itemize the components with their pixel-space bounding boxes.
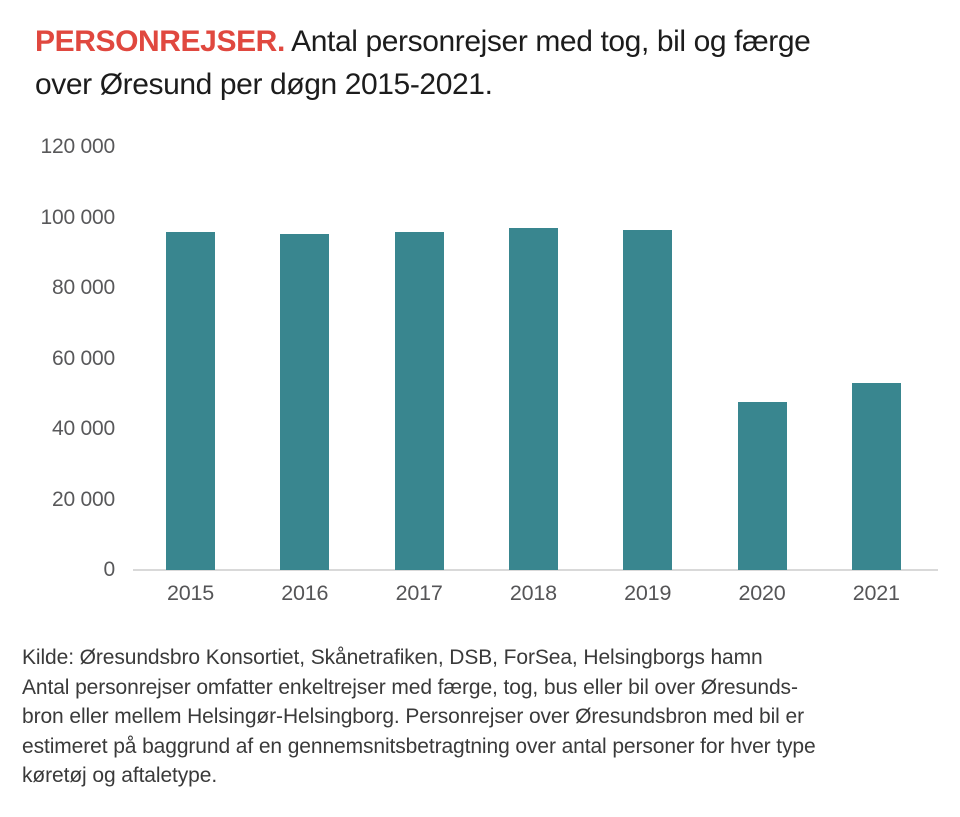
title-rest: Antal personrejser med tog, bil og færge	[284, 25, 811, 58]
bar-2019	[623, 230, 673, 570]
title-line-1: PERSONREJSER. Antal personrejser med tog…	[35, 20, 947, 63]
x-axis: 2015 2016 2017 2018 2019 2020 2021	[133, 581, 938, 611]
x-tick-label: 2021	[852, 581, 900, 605]
bar-2017	[394, 232, 444, 570]
title-highlight: PERSONREJSER.	[35, 25, 285, 58]
x-tick-label: 2017	[395, 581, 443, 605]
bar-2020	[737, 401, 787, 570]
bar-2021	[851, 383, 901, 570]
source-note-line: Antal personrejser omfatter enkeltrejser…	[22, 675, 798, 699]
y-tick-label: 100 000	[40, 205, 115, 229]
x-axis-line	[133, 569, 938, 571]
title-line-2: over Øresund per døgn 2015-2021.	[35, 68, 493, 101]
y-tick-label: 40 000	[51, 417, 115, 440]
source-note-line: bron eller mellem Helsingør-Helsingborg.…	[22, 705, 804, 728]
bar-chart: 120 000 100 000 80 000 60 000 40 000 20 000 0 …	[0, 136, 938, 611]
x-tick-label: 2016	[281, 581, 329, 605]
y-tick-label: 80 000	[51, 276, 115, 299]
y-tick-label: 120 000	[40, 135, 115, 158]
x-tick-label: 2019	[624, 581, 672, 605]
x-tick-label: 2015	[166, 581, 215, 605]
bar-2015	[166, 232, 215, 570]
source-note-line: køretøj og aftaletype.	[22, 764, 218, 787]
y-tick-label: 0	[103, 558, 116, 581]
source-note-line: estimeret på baggrund af en gennemsnitsb…	[22, 734, 816, 758]
x-tick-label: 2018	[509, 581, 557, 605]
y-tick-label: 60 000	[51, 346, 115, 370]
x-tick-label: 2020	[738, 581, 786, 605]
plot-area	[133, 147, 938, 571]
source-note-line: Kilde: Øresundsbro Konsortiet, Skånetraf…	[22, 646, 763, 669]
source-note: Kilde: Øresundsbro Konsortiet, Skånetraf…	[22, 643, 947, 791]
y-axis: 120 000 100 000 80 000 60 000 40 000 20 000 0	[0, 136, 115, 581]
y-tick-label: 20 000	[51, 487, 115, 511]
page-title: PERSONREJSER. Antal personrejser med tog…	[35, 20, 947, 106]
bar-2018	[508, 228, 558, 570]
bar-2016	[280, 233, 330, 570]
